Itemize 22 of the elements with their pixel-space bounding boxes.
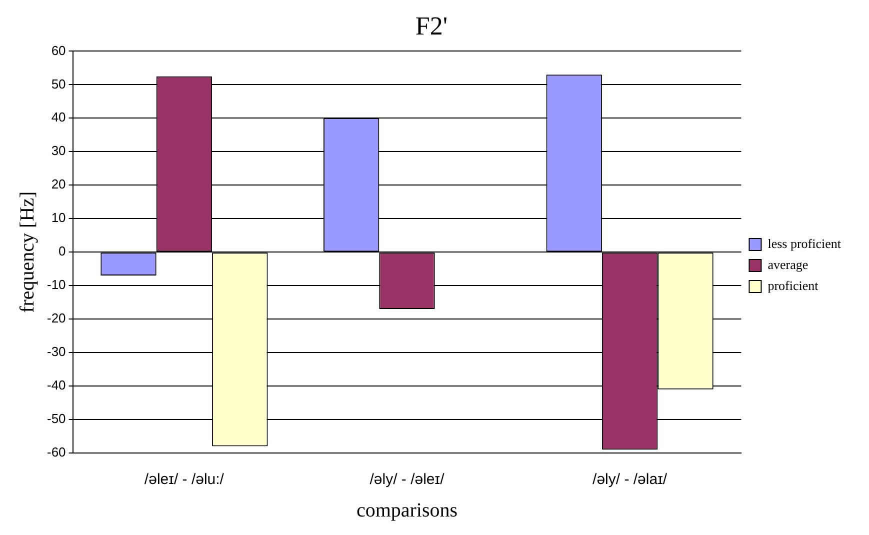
y-tick-label: 20 [51, 176, 66, 192]
legend-label: less proficient [768, 236, 842, 251]
x-tick-label: /əly/ - /əlaɪ/ [592, 471, 668, 488]
y-tick-label: 30 [51, 143, 66, 158]
x-tick-label: /əleɪ/ - /əlu:/ [144, 471, 225, 488]
y-tick-label: 50 [51, 76, 66, 92]
y-tick-label: -10 [46, 277, 66, 292]
legend-label: proficient [768, 278, 819, 293]
y-tick-label: -30 [46, 344, 66, 360]
x-axis-title: comparisons [356, 499, 458, 522]
y-tick-label: 40 [51, 110, 66, 125]
y-tick-label: 0 [58, 244, 66, 259]
y-tick-label: -50 [46, 411, 66, 426]
chart-title: F2' [415, 11, 448, 40]
y-tick-label: -20 [46, 310, 66, 326]
y-tick-label: -40 [46, 378, 66, 393]
y-axis-title: frequency [Hz] [16, 191, 38, 313]
y-tick-label: -60 [46, 444, 66, 460]
x-tick-label: /əly/ - /əleɪ/ [370, 471, 446, 488]
legend-label: average [768, 256, 808, 272]
y-tick-label: 10 [51, 210, 66, 226]
y-tick-label: 60 [51, 42, 66, 58]
